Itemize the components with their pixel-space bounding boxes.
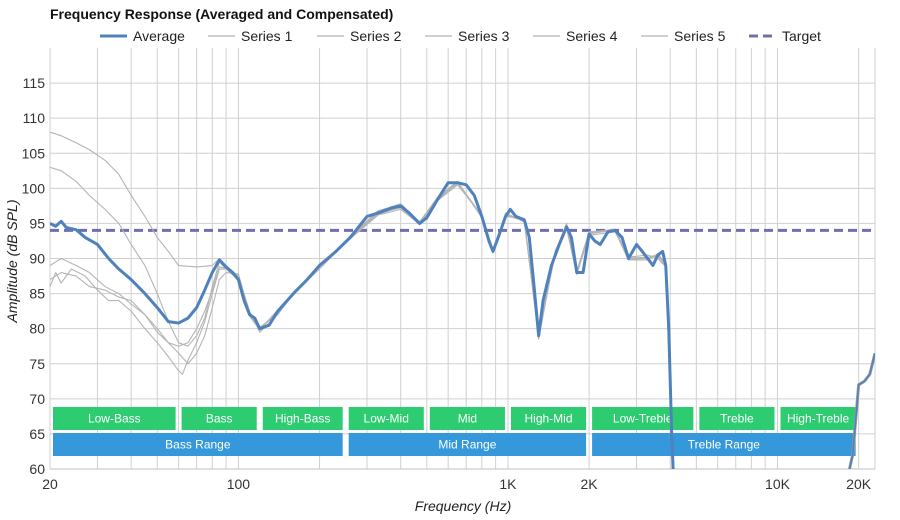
range-bass-range-label: Bass Range xyxy=(165,438,231,452)
band-low-bass-label: Low-Bass xyxy=(88,412,141,426)
range-mid-range-label: Mid Range xyxy=(438,438,496,452)
band-mid-box xyxy=(429,407,505,430)
y-tick-label: 105 xyxy=(22,145,46,161)
range-treble-range-box xyxy=(592,433,856,456)
x-axis-title: Frequency (Hz) xyxy=(415,498,511,514)
y-tick-label: 110 xyxy=(23,110,46,126)
range-mid-range: Mid Range xyxy=(348,433,587,456)
x-tick-label: 10K xyxy=(765,476,791,492)
range-treble-range-label: Treble Range xyxy=(688,438,761,452)
y-tick-label: 95 xyxy=(29,215,45,231)
legend-item-series-3: Series 3 xyxy=(425,28,510,44)
legend-item-series-1: Series 1 xyxy=(208,28,293,44)
legend-item-average: Average xyxy=(100,28,185,44)
y-tick-label: 80 xyxy=(29,321,45,337)
legend-label: Series 1 xyxy=(241,28,293,44)
y-tick-label: 75 xyxy=(29,356,45,372)
y-tick-label: 70 xyxy=(29,391,45,407)
legend-label: Target xyxy=(782,28,821,44)
x-tick-label: 1K xyxy=(499,476,517,492)
band-low-mid: Low-Mid xyxy=(348,407,424,430)
x-tick-label: 100 xyxy=(227,476,251,492)
band-low-bass-box xyxy=(53,407,176,430)
band-high-mid: High-Mid xyxy=(510,407,587,430)
frequency-bands: Low-Bass Bass High-Bass Low-Mid Mid High-Mid L… xyxy=(53,407,856,456)
band-high-bass: High-Bass xyxy=(262,407,343,430)
legend-label: Series 3 xyxy=(458,28,510,44)
band-treble-label: Treble xyxy=(720,412,754,426)
range-treble-range: Treble Range xyxy=(592,433,856,456)
axis-ticks: 60 65 70 75 80 85 90 95 100 105 110 115 20 100 1K 2K 10K… xyxy=(22,75,872,492)
band-high-treble: High-Treble xyxy=(780,407,856,430)
y-tick-label: 100 xyxy=(22,180,46,196)
x-tick-label: 20 xyxy=(42,476,58,492)
legend-item-target: Target xyxy=(749,28,821,44)
band-high-treble-box xyxy=(780,407,856,430)
range-bass-range-box xyxy=(53,433,343,456)
legend-label: Series 2 xyxy=(350,28,402,44)
y-axis-title: Amplitude (dB SPL) xyxy=(4,200,20,324)
series-layer xyxy=(50,131,875,469)
legend-label: Average xyxy=(133,28,185,44)
range-mid-range-box xyxy=(348,433,587,456)
y-tick-label: 85 xyxy=(29,286,45,302)
band-high-treble-label: High-Treble xyxy=(787,412,850,426)
band-high-bass-box xyxy=(262,407,343,430)
band-low-bass: Low-Bass xyxy=(53,407,176,430)
band-treble: Treble xyxy=(699,407,775,430)
legend-item-series-4: Series 4 xyxy=(533,28,618,44)
legend: Average Series 1 Series 2 Series 3 Series 4 S… xyxy=(100,28,821,44)
band-low-treble-label: Low-Treble xyxy=(613,412,673,426)
y-tick-label: 65 xyxy=(29,426,45,442)
band-high-mid-label: High-Mid xyxy=(525,412,573,426)
band-bass: Bass xyxy=(181,407,257,430)
average-line xyxy=(50,181,675,469)
x-tick-label: 2K xyxy=(581,476,599,492)
chart-title: Frequency Response (Averaged and Compens… xyxy=(50,6,393,22)
range-bass-range: Bass Range xyxy=(53,433,343,456)
band-mid-label: Mid xyxy=(458,412,477,426)
band-low-treble: Low-Treble xyxy=(592,407,694,430)
y-tick-label: 60 xyxy=(29,461,45,477)
band-high-bass-label: High-Bass xyxy=(275,412,330,426)
y-tick-label: 115 xyxy=(23,75,46,91)
band-low-mid-box xyxy=(348,407,424,430)
legend-label: Series 5 xyxy=(674,28,726,44)
legend-item-series-2: Series 2 xyxy=(317,28,402,44)
x-tick-label: 20K xyxy=(846,476,872,492)
legend-label: Series 4 xyxy=(566,28,618,44)
band-low-treble-box xyxy=(592,407,694,430)
band-high-mid-box xyxy=(510,407,587,430)
band-mid: Mid xyxy=(429,407,505,430)
legend-item-series-5: Series 5 xyxy=(641,28,726,44)
band-low-mid-label: Low-Mid xyxy=(364,412,409,426)
band-bass-label: Bass xyxy=(206,412,233,426)
y-tick-label: 90 xyxy=(29,251,45,267)
high-end-tail-line xyxy=(848,353,875,469)
band-treble-box xyxy=(699,407,775,430)
band-bass-box xyxy=(181,407,257,430)
